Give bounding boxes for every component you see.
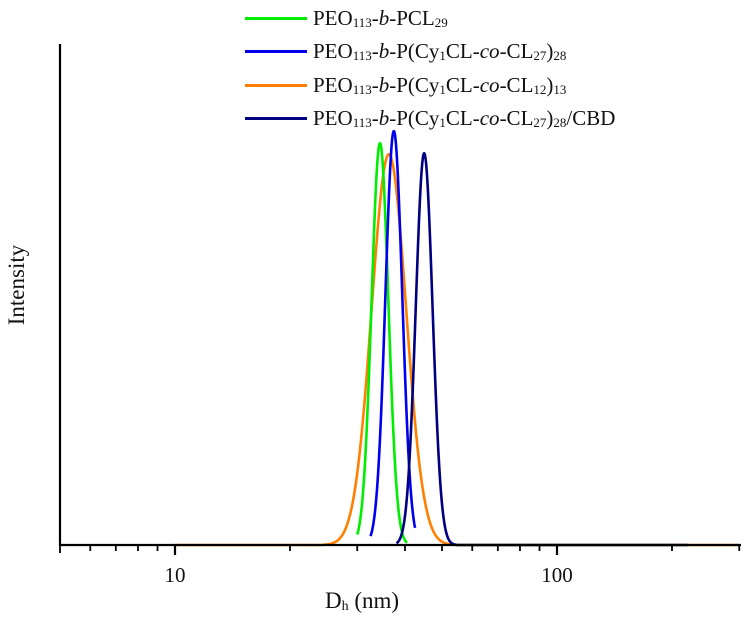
legend-item: PEO113-b-P(Cy1CL-co-CL27)28/CBD xyxy=(245,102,615,135)
x-axis-label-main: D xyxy=(325,588,342,613)
legend-swatch xyxy=(245,83,307,87)
legend-item: PEO113-b-P(Cy1CL-co-CL12)13 xyxy=(245,69,615,102)
legend-label: PEO113-b-P(Cy1CL-co-CL27)28/CBD xyxy=(313,106,616,131)
legend: PEO113-b-PCL29 PEO113-b-P(Cy1CL-co-CL27)2… xyxy=(245,2,615,135)
x-axis-label-sub: h xyxy=(341,599,349,614)
series-curve xyxy=(369,129,417,538)
legend-label: PEO113-b-P(Cy1CL-co-CL12)13 xyxy=(313,72,567,97)
x-axis-ticks: 10 100 xyxy=(59,545,741,587)
x-axis-label-unit: (nm) xyxy=(348,588,400,613)
legend-label: PEO113-b-PCL29 xyxy=(313,6,448,31)
series-curve xyxy=(395,151,689,547)
axes: 10 100 xyxy=(58,44,741,587)
legend-item: PEO113-b-P(Cy1CL-co-CL27)28 xyxy=(245,35,615,68)
legend-item: PEO113-b-PCL29 xyxy=(245,2,615,35)
x-tick-label: 10 xyxy=(165,563,186,587)
series-curve xyxy=(356,141,409,544)
legend-label: PEO113-b-P(Cy1CL-co-CL27)28 xyxy=(313,39,567,64)
legend-swatch xyxy=(245,17,307,21)
series-curve xyxy=(174,153,740,547)
x-tick-label: 100 xyxy=(541,563,573,587)
data-curves xyxy=(174,129,740,547)
legend-swatch xyxy=(245,50,307,54)
legend-swatch xyxy=(245,117,307,121)
x-axis-label: Dh (nm) xyxy=(325,588,399,615)
y-axis-label: Intensity xyxy=(4,244,29,326)
